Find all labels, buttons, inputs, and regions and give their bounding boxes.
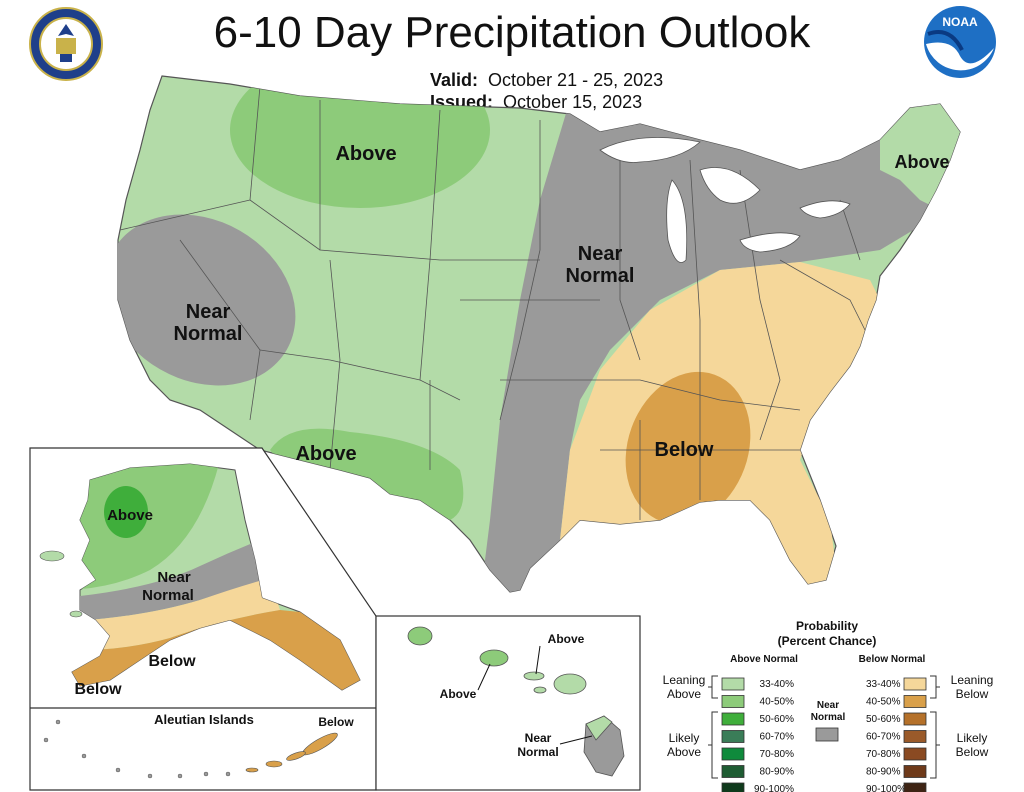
- legend-below-swatch-6: [903, 782, 927, 792]
- ak-label-near-2: Normal: [142, 587, 194, 604]
- legend-below-label-1: 40-50%: [866, 697, 901, 708]
- legend-likely-below-1: Likely: [957, 731, 988, 745]
- ak-region-below-leaning: [72, 578, 280, 651]
- bracket-likely-above: [708, 711, 718, 779]
- legend-above-swatch-5: [721, 765, 745, 778]
- region-near-normal-central: [480, 100, 960, 592]
- legend-above-label-1: 40-50%: [760, 697, 795, 708]
- aleutian-chain: [245, 732, 338, 773]
- legend-below-label-6: 90-100%: [866, 784, 906, 792]
- great-lakes: [599, 137, 851, 263]
- ak-region-near-normal: [72, 540, 270, 622]
- legend-above-swatch-4: [721, 747, 745, 761]
- legend-below-swatch-0: [903, 677, 927, 691]
- label-above-north: Above: [335, 143, 396, 165]
- label-above-southwest: Above: [295, 443, 356, 465]
- legend-above-swatches: 33-40% 40-50% 50-60% 60-70% 70-80% 80-90% 90-1…: [721, 677, 795, 792]
- legend-above-label-3: 60-70%: [760, 732, 795, 743]
- department-of-commerce-seal: [28, 6, 104, 87]
- legend-above-label-0: 33-40%: [760, 679, 795, 690]
- bracket-leaning-below: [930, 675, 940, 699]
- alaska-inset: Above Near Normal Below Below Aleutian I…: [29, 447, 377, 791]
- legend-above-label-6: 90-100%: [754, 784, 794, 792]
- label-near-west-2: Normal: [174, 323, 243, 345]
- aleutian-islets: [43, 719, 231, 779]
- legend-below-swatch-2: [903, 712, 927, 726]
- legend-below-swatch-3: [903, 730, 927, 743]
- legend-above-swatch-1: [721, 695, 745, 708]
- legend-below-swatches: 33-40% 40-50% 50-60% 60-70% 70-80% 80-90% 90-1…: [866, 677, 927, 792]
- hawaii-inset: Above Above Near Normal: [375, 615, 641, 791]
- label-near-mid-2: Normal: [566, 265, 635, 287]
- label-near-west-1: Near: [186, 301, 231, 323]
- legend: Probability (Percent Chance) Above Norma…: [663, 619, 994, 792]
- bracket-likely-below: [930, 711, 940, 779]
- hi-pointer-near: [559, 735, 593, 745]
- legend-below-label-5: 80-90%: [866, 767, 901, 778]
- hawaii-islands: [407, 626, 625, 777]
- aleutian-title: Aleutian Islands: [154, 712, 254, 727]
- legend-below-label-4: 70-80%: [866, 749, 901, 760]
- bracket-leaning-above: [708, 675, 718, 699]
- aleutian-label-below: Below: [318, 715, 354, 729]
- legend-likely-below-2: Below: [956, 745, 989, 759]
- legend-above-swatch-3: [721, 730, 745, 743]
- valid-dates: Valid: October 21 - 25, 2023: [430, 70, 664, 90]
- legend-near-swatch: [815, 727, 839, 742]
- legend-leaning-below-1: Leaning: [951, 673, 994, 687]
- label-below-southeast: Below: [655, 439, 714, 461]
- alaska-islands: [39, 550, 83, 618]
- legend-above-header: Above Normal: [730, 654, 798, 665]
- label-near-mid-1: Near: [578, 243, 623, 265]
- ak-region-above-50: [104, 486, 148, 538]
- state-borders: [119, 85, 871, 520]
- legend-above-label-2: 50-60%: [760, 714, 795, 725]
- legend-below-header: Below Normal: [859, 654, 926, 665]
- legend-above-label-4: 70-80%: [760, 749, 795, 760]
- legend-title-1: Probability: [796, 619, 858, 633]
- legend-above-label-5: 80-90%: [760, 767, 795, 778]
- region-near-normal-west: [118, 214, 296, 386]
- legend-likely-above-1: Likely: [669, 731, 700, 745]
- legend-below-swatch-4: [903, 747, 927, 761]
- legend-above-swatch-0: [721, 677, 745, 691]
- legend-likely-above-2: Above: [667, 745, 701, 759]
- conus-map: Above Near Normal Above Near Normal Belo…: [117, 75, 961, 593]
- legend-below-label-2: 50-60%: [866, 714, 901, 725]
- hi-pointer-above-1: [535, 645, 541, 675]
- ak-label-above: Above: [107, 507, 153, 524]
- ak-label-below-1: Below: [148, 653, 196, 670]
- ak-label-near-1: Near: [157, 569, 191, 586]
- hi-label-near-1: Near: [525, 731, 552, 745]
- legend-leaning-above-2: Above: [667, 687, 701, 701]
- hi-pointer-above-2: [477, 663, 491, 691]
- legend-below-label-3: 60-70%: [866, 732, 901, 743]
- noaa-logo-text: NOAA: [942, 15, 978, 29]
- legend-below-swatch-1: [903, 695, 927, 708]
- legend-below-label-0: 33-40%: [866, 679, 901, 690]
- legend-below-swatch-5: [903, 765, 927, 778]
- legend-near-2: Normal: [811, 712, 846, 723]
- legend-near-1: Near: [817, 700, 839, 711]
- label-above-northeast: Above: [894, 152, 949, 172]
- region-above-40-southwest: [270, 428, 464, 520]
- legend-leaning-above-1: Leaning: [663, 673, 706, 687]
- hi-label-near-2: Normal: [517, 745, 558, 759]
- page-title: 6-10 Day Precipitation Outlook: [213, 8, 811, 57]
- region-above-40-north: [230, 76, 490, 208]
- noaa-logo: NOAA: [922, 4, 998, 85]
- ak-label-below-2: Below: [74, 681, 122, 698]
- hi-label-above-1: Above: [548, 632, 585, 646]
- legend-leaning-below-2: Below: [956, 687, 989, 701]
- hi-label-above-2: Above: [440, 687, 477, 701]
- legend-above-swatch-6: [721, 782, 745, 792]
- region-below-40-southeast: [625, 371, 751, 525]
- legend-title-2: (Percent Chance): [778, 634, 877, 648]
- legend-above-swatch-2: [721, 712, 745, 726]
